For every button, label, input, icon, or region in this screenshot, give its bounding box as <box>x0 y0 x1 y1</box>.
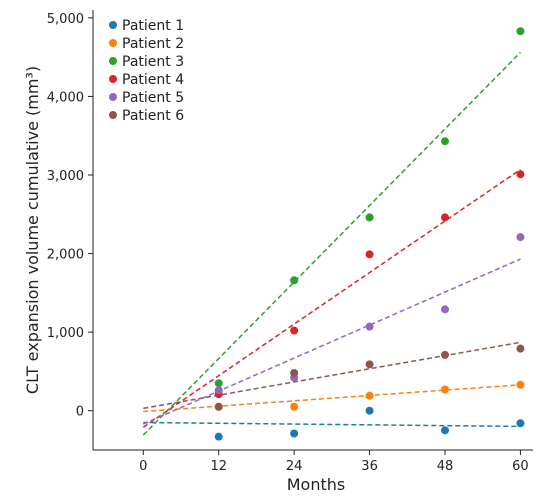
legend-label-patient-6: Patient 6 <box>122 108 184 124</box>
point-patient-5 <box>516 233 525 242</box>
trendline-patient-2 <box>143 384 521 413</box>
x-axis-title: Months <box>287 475 345 494</box>
point-patient-2 <box>290 402 299 411</box>
trendline-patient-3 <box>142 51 521 436</box>
point-patient-2 <box>516 380 525 389</box>
point-patient-2 <box>441 385 449 394</box>
y-tick-label: 5,000 <box>47 12 84 27</box>
x-tick-label: 0 <box>139 459 147 474</box>
trendline-patient-4 <box>142 168 521 428</box>
point-patient-1 <box>441 426 449 435</box>
point-patient-1 <box>365 406 374 415</box>
point-patient-6 <box>214 402 223 411</box>
point-patient-3 <box>365 213 374 222</box>
legend-marker-patient-4 <box>109 75 117 83</box>
point-patient-5 <box>365 322 374 331</box>
legend-label-patient-3: Patient 3 <box>122 54 184 70</box>
y-tick-label: 2,000 <box>47 248 84 263</box>
legend: Patient 1 Patient 2 Patient 3 Patient 4 Pati… <box>109 18 184 124</box>
point-patient-3 <box>290 276 299 285</box>
y-axis-ticks: 0 1,000 2,000 3,000 4,000 5,000 <box>47 12 93 420</box>
point-patient-2 <box>365 391 374 400</box>
x-tick-label: 48 <box>437 459 454 474</box>
point-patient-1 <box>516 419 525 428</box>
y-tick-label: 3,000 <box>47 169 84 184</box>
point-patient-4 <box>516 170 525 179</box>
point-patient-3 <box>214 379 223 388</box>
point-patient-5 <box>214 386 223 395</box>
point-patient-5 <box>441 305 449 314</box>
point-patient-1 <box>290 429 299 438</box>
legend-label-patient-4: Patient 4 <box>122 72 184 88</box>
legend-label-patient-2: Patient 2 <box>122 36 184 52</box>
point-patient-3 <box>516 27 525 36</box>
point-patient-6 <box>516 344 525 353</box>
y-tick-label: 1,000 <box>47 326 84 341</box>
y-axis-title: CLT expansion volume cumulative (mm³) <box>23 66 42 394</box>
point-patient-4 <box>365 250 374 259</box>
trendline-patient-5 <box>142 258 521 425</box>
point-patient-6 <box>365 360 374 369</box>
legend-marker-patient-5 <box>109 93 117 101</box>
trendline-patient-6 <box>143 341 521 410</box>
legend-marker-patient-3 <box>109 57 117 65</box>
x-tick-label: 60 <box>512 459 529 474</box>
point-patient-4 <box>290 326 299 335</box>
point-patient-3 <box>441 137 449 146</box>
x-tick-label: 36 <box>361 459 378 474</box>
y-tick-label: 4,000 <box>47 90 84 105</box>
x-axis-ticks: 0 12 24 36 48 60 <box>139 450 529 474</box>
data-points <box>214 27 525 441</box>
y-tick-label: 0 <box>76 405 84 420</box>
point-patient-1 <box>214 432 223 441</box>
point-patient-6 <box>441 350 449 359</box>
legend-marker-patient-1 <box>109 21 117 29</box>
x-tick-label: 12 <box>210 459 227 474</box>
x-tick-label: 24 <box>286 459 303 474</box>
legend-label-patient-5: Patient 5 <box>122 90 184 106</box>
legend-label-patient-1: Patient 1 <box>122 18 184 34</box>
point-patient-6 <box>290 369 299 377</box>
trendlines <box>142 51 521 436</box>
legend-marker-patient-6 <box>109 111 117 119</box>
legend-marker-patient-2 <box>109 39 117 47</box>
point-patient-4 <box>441 213 449 222</box>
trendline-patient-1 <box>143 421 521 428</box>
